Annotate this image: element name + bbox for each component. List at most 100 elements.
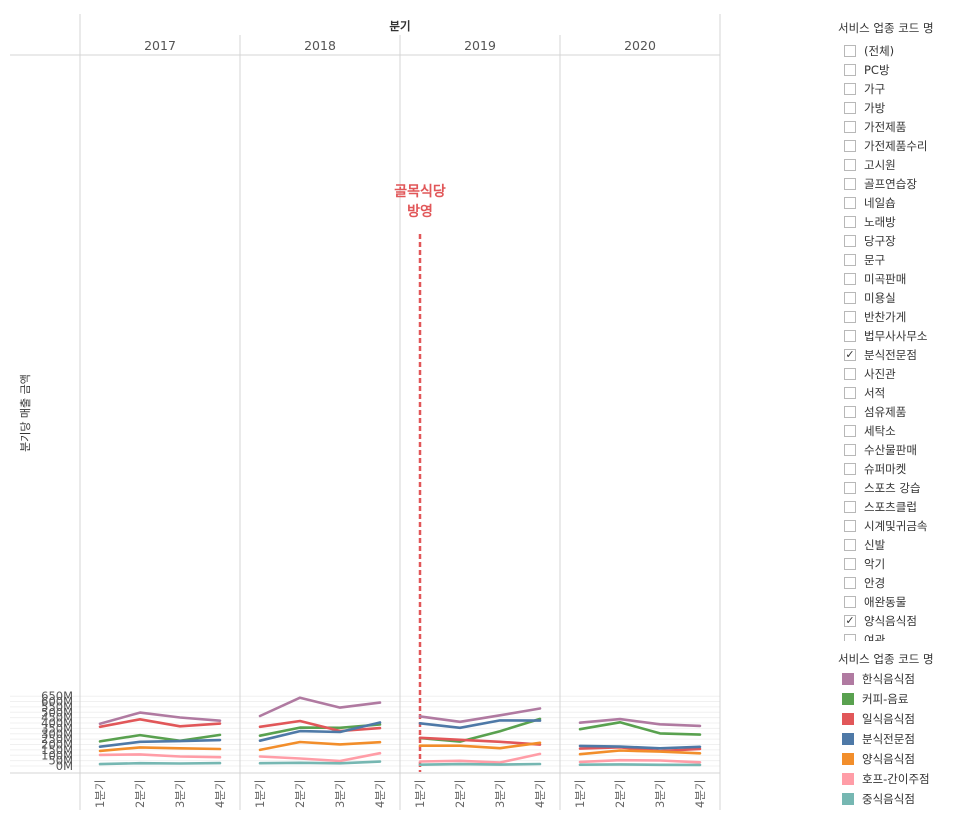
filter-item-label: 법무사사무소 (864, 328, 928, 343)
year-header: 2020 (624, 38, 656, 53)
filter-item[interactable]: 반찬가게 (838, 307, 963, 326)
filter-item[interactable]: PC방 (838, 60, 963, 79)
annotation-label: 골목식당 (394, 183, 446, 200)
filter-item[interactable]: 가방 (838, 98, 963, 117)
filter-checkbox[interactable] (844, 120, 856, 133)
series-line (418, 741, 542, 750)
filter-checkbox[interactable] (844, 443, 856, 456)
filter-checkbox[interactable] (844, 481, 856, 494)
filter-item[interactable]: 법무사사무소 (838, 326, 963, 345)
filter-item[interactable]: 스포츠클럽 (838, 497, 963, 516)
column-header-label: 분기 (389, 19, 410, 33)
filter-item[interactable]: 신발 (838, 535, 963, 554)
y-tick-label: 200M (41, 738, 73, 752)
filter-checkbox[interactable] (844, 139, 856, 152)
filter-checkbox[interactable] (844, 386, 856, 399)
filter-checkbox[interactable] (844, 329, 856, 342)
legend-label: 양식음식점 (862, 752, 915, 766)
filter-checkbox[interactable] (844, 557, 856, 570)
filter-checkbox[interactable] (844, 367, 856, 380)
filter-item[interactable]: 사진관 (838, 364, 963, 383)
filter-checkbox[interactable]: ✓ (844, 613, 856, 627)
filter-checkbox[interactable] (844, 310, 856, 323)
filter-item-label: 세탁소 (864, 423, 896, 438)
filter-item[interactable]: 섬유제품 (838, 402, 963, 421)
x-tick-label: 1분기 (93, 780, 107, 808)
y-tick-label: 250M (41, 732, 73, 746)
y-tick-label: 500M (41, 705, 73, 719)
x-tick-label: 1분기 (253, 780, 267, 808)
filter-checkbox[interactable] (844, 519, 856, 532)
filter-item[interactable]: 여관 (838, 630, 963, 641)
filter-item[interactable]: (전체) (838, 41, 963, 60)
series-line (578, 763, 702, 767)
legend-label: 커피-음료 (862, 692, 909, 706)
filter-checkbox[interactable] (844, 63, 856, 76)
y-tick-label: 650M (41, 689, 73, 703)
filter-checkbox[interactable] (844, 424, 856, 437)
filter-item[interactable]: 가구 (838, 79, 963, 98)
x-tick-label: 2분기 (613, 780, 627, 808)
y-tick-label: 0M (56, 759, 73, 773)
x-tick-label: 4분기 (213, 780, 227, 808)
y-tick-label: 350M (41, 721, 73, 735)
filter-item-label: 미용실 (864, 290, 896, 305)
filter-item[interactable]: ✓ 양식음식점 (838, 611, 963, 630)
filter-item[interactable]: 가전제품 (838, 117, 963, 136)
series-line (258, 751, 382, 763)
filter-item[interactable]: 스포츠 강습 (838, 478, 963, 497)
filter-title: 서비스 업종 코드 명 (838, 21, 934, 35)
series-line (98, 733, 222, 743)
filter-checkbox[interactable]: ✓ (844, 347, 856, 361)
filter-checkbox[interactable] (844, 253, 856, 266)
legend-swatch (842, 753, 854, 765)
series-line (258, 696, 382, 718)
series-line (578, 744, 702, 750)
filter-checkbox[interactable] (844, 158, 856, 171)
filter-item[interactable]: 시계및귀금속 (838, 516, 963, 535)
filter-item[interactable]: 안경 (838, 573, 963, 592)
filter-item[interactable]: 골프연습장 (838, 174, 963, 193)
filter-item[interactable]: 노래방 (838, 212, 963, 231)
filter-checkbox[interactable] (844, 595, 856, 608)
filter-checkbox[interactable] (844, 272, 856, 285)
filter-item[interactable]: 미용실 (838, 288, 963, 307)
filter-checkbox[interactable] (844, 101, 856, 114)
filter-item[interactable]: 악기 (838, 554, 963, 573)
legend-label: 분식전문점 (862, 732, 915, 746)
filter-item[interactable]: 미곡판매 (838, 269, 963, 288)
filter-checkbox[interactable] (844, 500, 856, 513)
filter-item[interactable]: ✓ 분식전문점 (838, 345, 963, 364)
filter-item[interactable]: 가전제품수리 (838, 136, 963, 155)
filter-item[interactable]: 슈퍼마켓 (838, 459, 963, 478)
filter-checkbox[interactable] (844, 196, 856, 209)
x-tick-label: 2분기 (453, 780, 467, 808)
filter-item[interactable]: 수산물판매 (838, 440, 963, 459)
filter-checkbox[interactable] (844, 576, 856, 589)
x-tick-label: 3분기 (493, 780, 507, 808)
filter-item[interactable]: 문구 (838, 250, 963, 269)
filter-item[interactable]: 세탁소 (838, 421, 963, 440)
series-line (98, 711, 222, 726)
filter-checkbox[interactable] (844, 82, 856, 95)
filter-item[interactable]: 서적 (838, 383, 963, 402)
filter-item[interactable]: 네일숍 (838, 193, 963, 212)
legend-title: 서비스 업종 코드 명 (838, 652, 934, 666)
filter-item-label: 시계및귀금속 (864, 518, 928, 533)
filter-checkbox[interactable] (844, 234, 856, 247)
filter-checkbox[interactable] (844, 215, 856, 228)
filter-panel: 서비스 업종 코드 명 (전체) PC방 가구 가방 가전제품 가전제품수리 고시원 골프연습… (838, 18, 963, 641)
filter-checkbox[interactable] (844, 291, 856, 304)
filter-checkbox[interactable] (844, 462, 856, 475)
filter-checkbox[interactable] (844, 44, 856, 57)
series-line (258, 721, 382, 743)
filter-checkbox[interactable] (844, 633, 856, 641)
filter-item[interactable]: 고시원 (838, 155, 963, 174)
filter-checkbox[interactable] (844, 538, 856, 551)
filter-item[interactable]: 당구장 (838, 231, 963, 250)
filter-checkbox[interactable] (844, 405, 856, 418)
filter-checkbox[interactable] (844, 177, 856, 190)
filter-item[interactable]: 애완동물 (838, 592, 963, 611)
filter-item-label: 당구장 (864, 233, 896, 248)
